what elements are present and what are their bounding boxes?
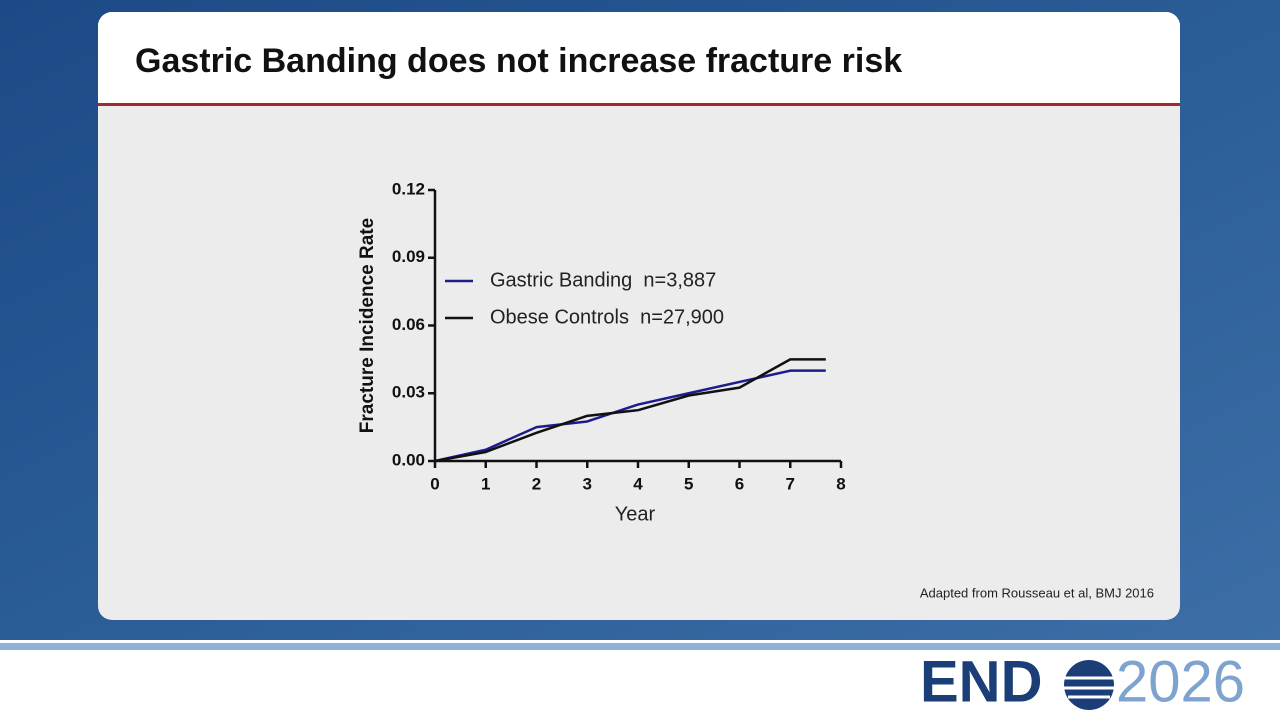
x-tick-label: 6 — [735, 474, 744, 493]
y-tick-label: 0.12 — [392, 179, 425, 198]
x-tick-label: 3 — [583, 474, 592, 493]
legend-label: Obese Controls n=27,900 — [490, 306, 724, 328]
x-tick-label: 4 — [633, 474, 643, 493]
logo-globe — [1064, 660, 1114, 710]
x-tick-label: 2 — [532, 474, 541, 493]
title-rule — [98, 103, 1180, 106]
series-line — [434, 369, 826, 463]
title-bar — [98, 12, 1180, 104]
chart: 0.00 0.03 0.06 0.09 0.12 0 1 2 3 4 5 6 7 8 Year Fractur… — [357, 179, 846, 525]
card — [98, 12, 1180, 620]
source-note: Adapted from Rousseau et al, BMJ 2016 — [920, 585, 1154, 600]
y-tick-label: 0.00 — [392, 450, 425, 469]
logo-left: END — [920, 649, 1042, 714]
y-tick-label: 0.09 — [392, 247, 425, 266]
x-tick-label: 8 — [836, 474, 845, 493]
logo-right: 2026 — [1116, 649, 1245, 714]
x-tick-label: 1 — [481, 474, 490, 493]
footer-stripe — [0, 643, 1280, 650]
y-tick-label: 0.06 — [392, 315, 425, 334]
x-tick-label: 7 — [786, 474, 795, 493]
series-line — [434, 358, 826, 463]
legend-label: Gastric Banding n=3,887 — [490, 269, 716, 291]
y-axis-label: Fracture Incidence Rate — [357, 218, 378, 433]
x-axis-label: Year — [615, 503, 656, 525]
x-tick-label: 0 — [430, 474, 439, 493]
slide-title: Gastric Banding does not increase fractu… — [135, 42, 902, 80]
x-tick-label: 5 — [684, 474, 693, 493]
y-tick-label: 0.03 — [392, 383, 425, 402]
card-body — [98, 12, 1180, 620]
